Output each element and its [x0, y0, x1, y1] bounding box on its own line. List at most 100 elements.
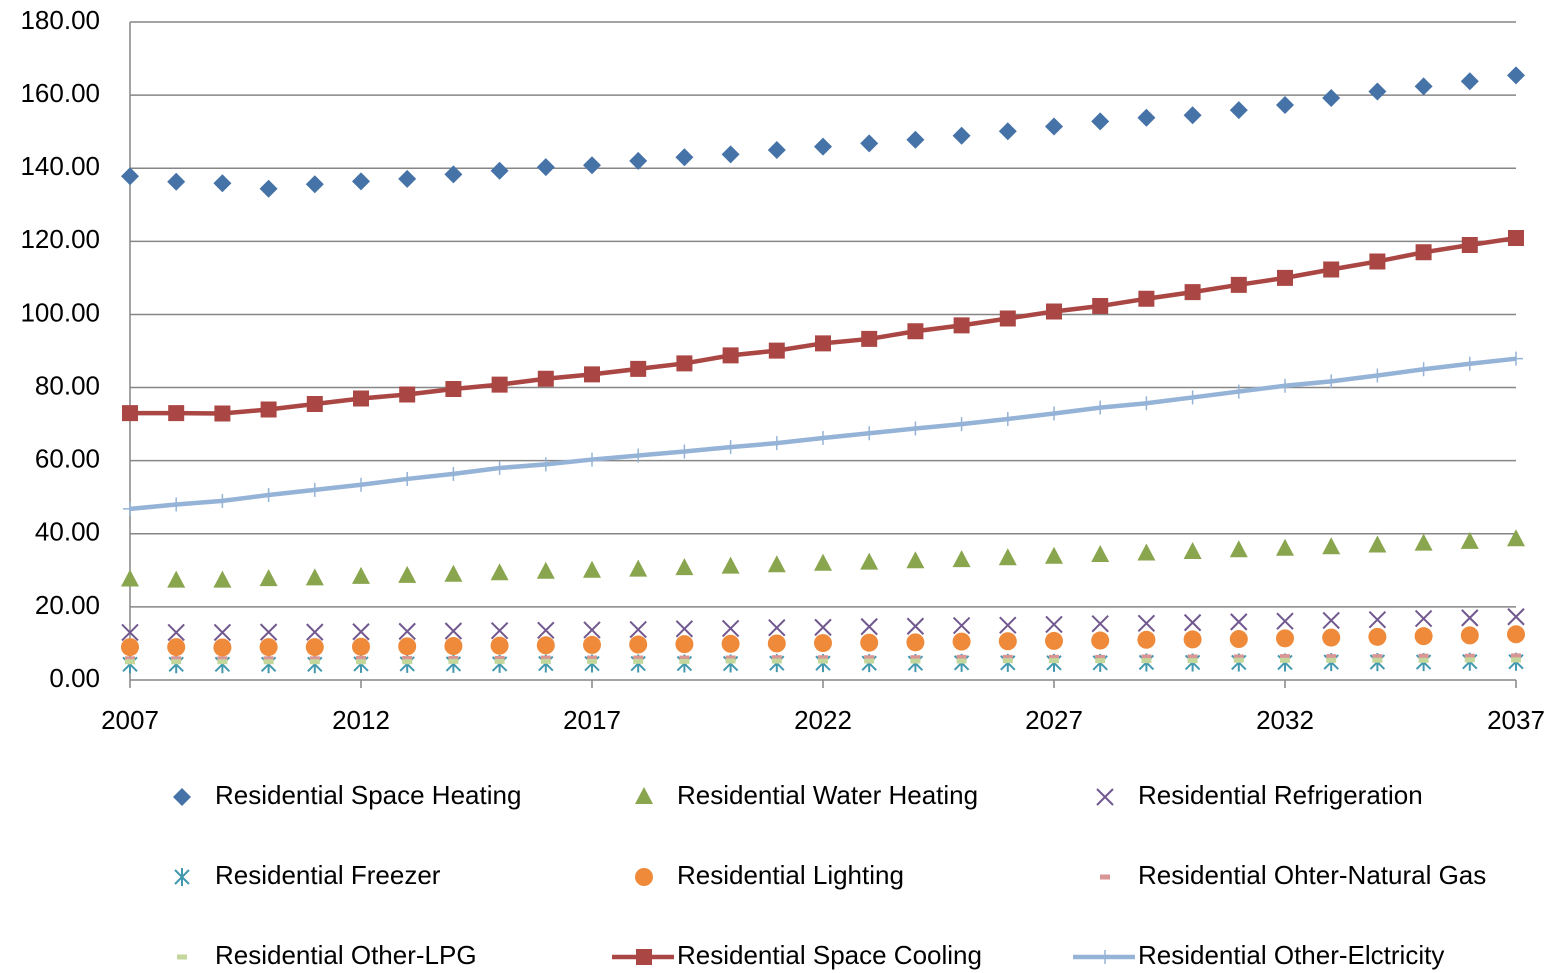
marker	[215, 493, 230, 508]
marker	[1139, 396, 1154, 411]
marker	[1045, 615, 1063, 634]
marker	[1047, 406, 1061, 421]
marker	[491, 376, 508, 393]
marker	[1045, 546, 1063, 564]
marker	[952, 550, 971, 568]
marker	[587, 658, 597, 664]
marker	[631, 448, 646, 463]
marker	[1183, 542, 1202, 560]
marker	[260, 401, 277, 418]
marker	[1229, 630, 1248, 649]
marker	[309, 659, 320, 665]
legend-marker	[635, 868, 653, 886]
marker	[398, 169, 417, 188]
y-tick-label: 100.00	[20, 297, 100, 327]
marker	[305, 568, 324, 586]
marker	[217, 659, 228, 665]
marker	[259, 623, 278, 641]
marker	[999, 310, 1016, 327]
marker	[1091, 544, 1110, 562]
marker	[952, 616, 971, 635]
marker	[1507, 625, 1525, 644]
marker	[1183, 106, 1202, 125]
legend-label: Residential Space Cooling	[677, 940, 982, 970]
marker	[261, 488, 276, 503]
marker	[352, 172, 370, 191]
marker	[864, 658, 875, 664]
marker	[168, 405, 185, 422]
marker	[953, 317, 970, 334]
marker	[446, 466, 461, 481]
y-tick-label: 140.00	[20, 151, 100, 181]
marker	[583, 560, 601, 578]
marker	[490, 563, 509, 581]
y-tick-label: 160.00	[20, 78, 100, 108]
marker	[910, 658, 921, 664]
marker	[167, 638, 186, 657]
marker	[492, 460, 507, 475]
marker	[354, 477, 368, 492]
legend-label: Residential Refrigeration	[1138, 780, 1423, 810]
marker	[1508, 230, 1524, 247]
marker	[768, 342, 785, 359]
marker	[860, 552, 879, 570]
marker	[1415, 244, 1432, 261]
marker	[356, 659, 366, 665]
marker	[1183, 613, 1202, 632]
marker	[1368, 627, 1387, 646]
marker	[722, 347, 739, 364]
marker	[769, 436, 784, 451]
marker	[815, 335, 831, 352]
marker	[999, 616, 1017, 634]
marker	[1229, 540, 1248, 558]
marker	[398, 622, 416, 641]
marker	[402, 659, 413, 665]
marker	[998, 548, 1017, 566]
marker	[1418, 653, 1429, 659]
marker	[167, 623, 185, 642]
marker	[538, 457, 553, 472]
marker	[583, 156, 601, 175]
marker	[675, 148, 694, 167]
marker	[1280, 657, 1290, 663]
marker	[1462, 356, 1477, 371]
marker	[818, 658, 828, 664]
marker	[1091, 614, 1109, 633]
marker	[1002, 658, 1013, 664]
marker	[213, 638, 232, 657]
marker	[1137, 543, 1156, 561]
legend-marker	[1096, 788, 1114, 806]
marker	[954, 417, 969, 432]
marker	[1509, 351, 1523, 366]
y-tick-label: 80.00	[35, 370, 100, 400]
legend-label: Residential Water Heating	[677, 780, 978, 810]
marker	[444, 564, 463, 582]
marker	[583, 621, 601, 639]
marker	[860, 617, 878, 636]
marker	[1414, 533, 1433, 551]
x-tick-label: 2007	[101, 705, 159, 735]
marker	[860, 633, 879, 652]
x-tick-label: 2012	[332, 705, 390, 735]
marker	[1277, 269, 1293, 286]
marker	[1414, 627, 1433, 646]
legend-label: Residential Other-LPG	[215, 940, 477, 970]
marker	[1418, 657, 1429, 663]
marker	[1233, 657, 1244, 663]
legend-label: Residential Ohter-Natural Gas	[1138, 860, 1486, 890]
marker	[259, 179, 278, 198]
marker	[1185, 390, 1200, 405]
marker	[352, 566, 370, 584]
marker	[677, 444, 692, 459]
legend-marker	[173, 788, 191, 806]
marker	[305, 175, 324, 194]
marker	[816, 431, 830, 446]
marker	[629, 635, 648, 654]
legend-marker	[1100, 874, 1110, 880]
marker	[1368, 82, 1387, 101]
marker	[1045, 631, 1063, 650]
marker	[1049, 658, 1059, 664]
marker	[907, 323, 924, 340]
marker	[444, 165, 463, 184]
